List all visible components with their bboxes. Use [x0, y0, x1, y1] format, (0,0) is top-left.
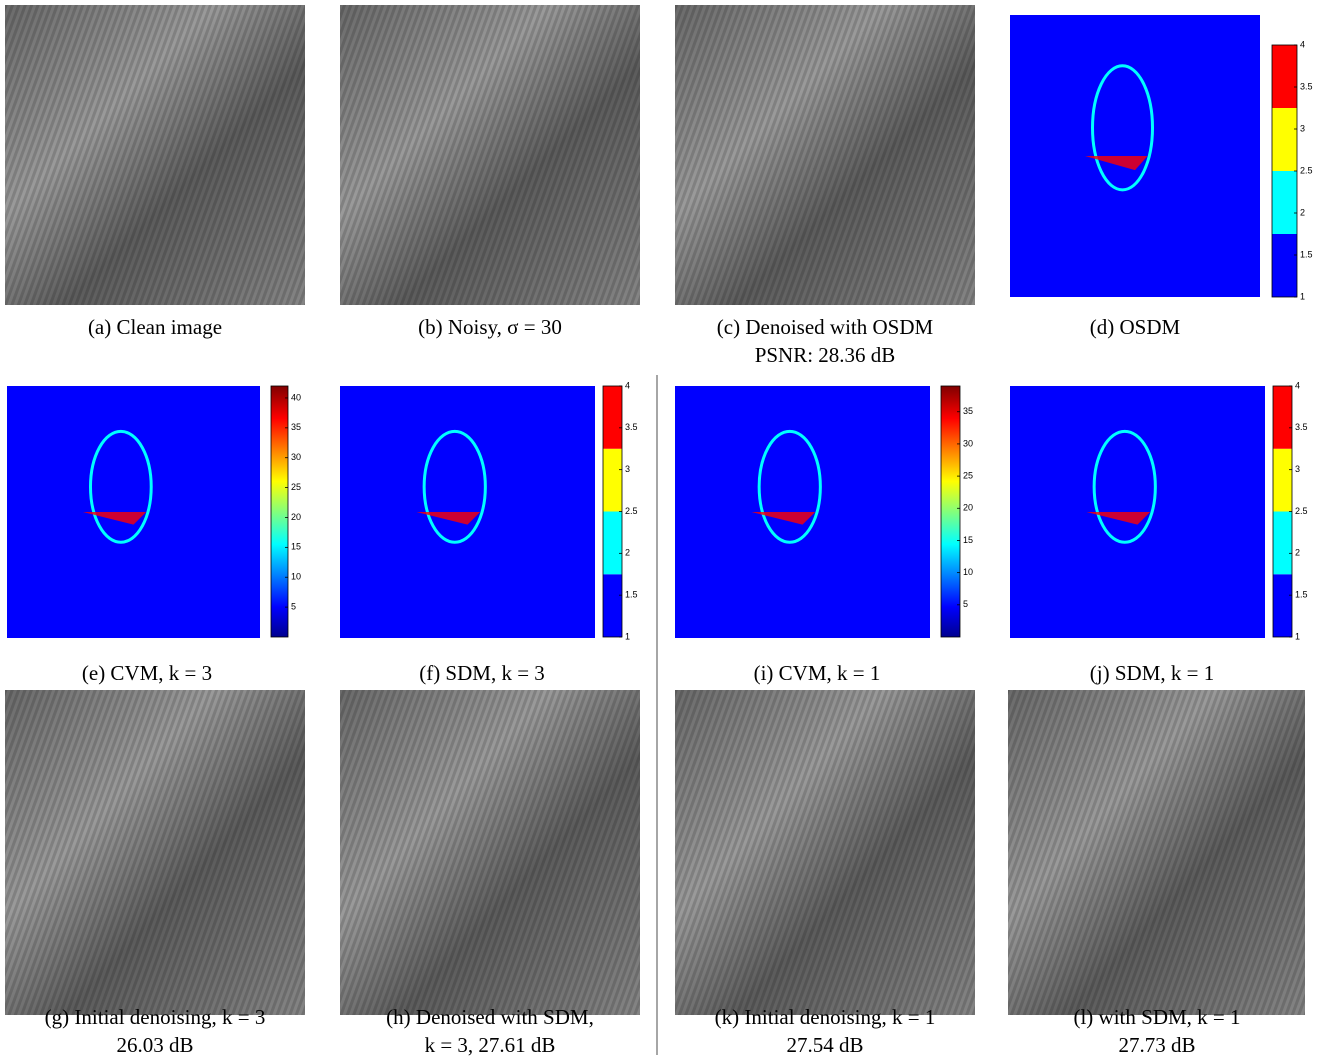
caption: (l) with SDM, k = 1 — [1073, 1005, 1240, 1029]
colorbar-band — [1273, 574, 1292, 637]
panel: (k) Initial denoising, k = 1 27.54 dB — [675, 690, 975, 1057]
colorbar-band — [1273, 511, 1292, 575]
heatmap-feature — [1085, 156, 1148, 171]
image-texture — [5, 690, 305, 1015]
colorbar-tick-label: 5 — [291, 601, 296, 611]
panel: 1 1.5 2 2.5 3 3.5 4 (d) OSDM — [1010, 15, 1313, 339]
image-texture — [340, 5, 640, 305]
panel: 1 1.5 2 2.5 3 3.5 4 (j) SDM, k = 1 — [1010, 380, 1308, 685]
heatmap-feature — [422, 429, 487, 544]
heatmap-feature — [88, 429, 153, 544]
colorbar-tick-label: 35 — [963, 406, 973, 416]
panel: 5 10 15 20 25 30 35 40 (e) CVM, k = 3 — [7, 385, 301, 685]
colorbar-tick-label: 1 — [1295, 631, 1300, 641]
heatmap-feature — [1092, 429, 1157, 544]
caption: (h) Denoised with SDM, — [386, 1005, 594, 1029]
colorbar-band — [603, 386, 622, 449]
colorbar-tick-label: 3 — [625, 464, 630, 474]
caption: 27.54 dB — [786, 1033, 863, 1057]
colorbar-band — [603, 448, 622, 512]
colorbar-band — [1272, 108, 1297, 171]
colorbar — [270, 385, 289, 638]
colorbar-band — [603, 511, 622, 575]
colorbar-tick-label: 1 — [1300, 291, 1305, 301]
caption: (k) Initial denoising, k = 1 — [715, 1005, 936, 1029]
colorbar-tick-label: 20 — [963, 503, 973, 513]
panel: (c) Denoised with OSDM PSNR: 28.36 dB — [675, 5, 975, 367]
caption: (i) CVM, k = 1 — [754, 661, 881, 685]
caption: (f) SDM, k = 3 — [419, 661, 545, 685]
colorbar-tick-label: 25 — [291, 482, 301, 492]
heatmap-feature — [1091, 64, 1154, 192]
heatmap-feature — [751, 512, 816, 525]
colorbar-tick-label: 35 — [291, 422, 301, 432]
colorbar-tick-label: 4 — [625, 380, 630, 390]
panel: (g) Initial denoising, k = 3 26.03 dB — [5, 690, 305, 1057]
caption: (d) OSDM — [1090, 315, 1181, 339]
colorbar-tick-label: 1.5 — [625, 590, 638, 600]
colorbar-tick-label: 3.5 — [1295, 422, 1308, 432]
caption: (j) SDM, k = 1 — [1090, 661, 1214, 685]
colorbar-band — [1273, 386, 1292, 449]
colorbar-tick-label: 3 — [1295, 464, 1300, 474]
colorbar-tick-label: 3 — [1300, 123, 1305, 133]
colorbar-tick-label: 30 — [291, 452, 301, 462]
colorbar-tick-label: 15 — [291, 542, 301, 552]
caption: (g) Initial denoising, k = 3 — [45, 1005, 266, 1029]
colorbar-tick-label: 10 — [291, 572, 301, 582]
colorbar-band — [1272, 45, 1297, 108]
panel: 5 10 15 20 25 30 35 (i) CVM, k = 1 — [675, 385, 973, 685]
colorbar-tick-label: 4 — [1300, 39, 1305, 49]
panel: (l) with SDM, k = 1 27.73 dB — [1008, 690, 1305, 1057]
image-texture — [5, 5, 305, 305]
caption: (e) CVM, k = 3 — [82, 661, 212, 685]
image-texture — [1008, 690, 1305, 1015]
panel: (h) Denoised with SDM, k = 3, 27.61 dB — [340, 690, 640, 1057]
heatmap-feature — [757, 429, 822, 544]
panel: 1 1.5 2 2.5 3 3.5 4 (f) SDM, k = 3 — [340, 380, 638, 685]
colorbar-band — [1273, 448, 1292, 512]
caption: k = 3, 27.61 dB — [425, 1033, 556, 1057]
colorbar-tick-label: 3.5 — [1300, 81, 1313, 91]
colorbar-band — [1272, 234, 1297, 297]
colorbar-tick-label: 5 — [963, 599, 968, 609]
colorbar-tick-label: 25 — [963, 470, 973, 480]
colorbar-tick-label: 2.5 — [625, 506, 638, 516]
colorbar-tick-label: 1.5 — [1295, 590, 1308, 600]
colorbar-tick-label: 30 — [963, 438, 973, 448]
colorbar — [940, 385, 961, 638]
colorbar-band — [603, 574, 622, 637]
colorbar-band — [1272, 171, 1297, 234]
colorbar-tick-label: 1 — [625, 631, 630, 641]
colorbar-tick-label: 1.5 — [1300, 249, 1313, 259]
colorbar-tick-label: 15 — [963, 535, 973, 545]
colorbar-tick-label: 2.5 — [1300, 165, 1313, 175]
heatmap-feature — [416, 512, 481, 525]
panel: (b) Noisy, σ = 30 — [340, 5, 640, 339]
image-texture — [675, 690, 975, 1015]
colorbar-tick-label: 4 — [1295, 380, 1300, 390]
image-texture — [340, 690, 640, 1015]
caption: (a) Clean image — [88, 315, 222, 339]
caption: (c) Denoised with OSDM — [717, 315, 934, 339]
caption: (b) Noisy, σ = 30 — [418, 315, 562, 339]
colorbar-tick-label: 2.5 — [1295, 506, 1308, 516]
colorbar-tick-label: 2 — [1300, 207, 1305, 217]
caption: 27.73 dB — [1118, 1033, 1195, 1057]
colorbar-tick-label: 3.5 — [625, 422, 638, 432]
colorbar-tick-label: 10 — [963, 567, 973, 577]
heatmap-feature — [1086, 512, 1151, 525]
colorbar-tick-label: 40 — [291, 392, 301, 402]
caption: PSNR: 28.36 dB — [755, 343, 896, 367]
caption: 26.03 dB — [116, 1033, 193, 1057]
panel: (a) Clean image — [5, 5, 305, 339]
colorbar-tick-label: 2 — [1295, 548, 1300, 558]
image-texture — [675, 5, 975, 305]
colorbar-tick-label: 20 — [291, 512, 301, 522]
heatmap-feature — [82, 512, 147, 525]
colorbar-tick-label: 2 — [625, 548, 630, 558]
